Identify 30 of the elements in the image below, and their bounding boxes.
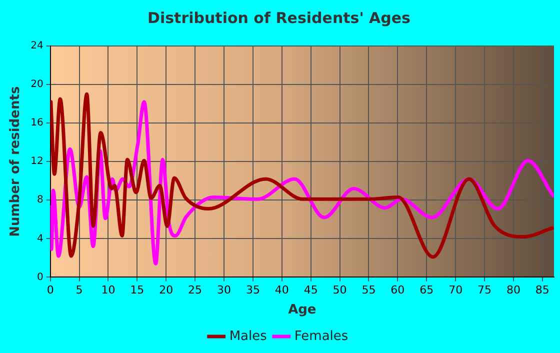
x-tick-label: 85 [535, 284, 550, 297]
chart-title: Distribution of Residents' Ages [148, 8, 411, 27]
y-axis-title: Number of residents [8, 86, 24, 237]
x-tick-label: 75 [478, 284, 492, 297]
y-tick-label: 0 [36, 272, 44, 283]
y-tick-label: 16 [30, 118, 44, 129]
x-tick-label: 50 [332, 284, 347, 297]
y-tick-label: 4 [36, 233, 44, 244]
x-tick-label: 30 [217, 284, 232, 297]
x-tick-label: 15 [130, 284, 144, 297]
x-axis-title: Age [288, 302, 316, 318]
x-tick-label: 0 [46, 284, 54, 297]
y-tick-label: 12 [30, 156, 44, 168]
x-tick-label: 35 [246, 284, 260, 297]
y-tick-label: 8 [36, 194, 44, 206]
y-tick-label: 20 [30, 79, 44, 90]
x-tick-label: 45 [304, 284, 318, 297]
x-tick-label: 55 [362, 284, 376, 297]
y-tick-label: 24 [30, 40, 44, 52]
x-tick-label: 20 [159, 284, 174, 297]
x-tick-label: 5 [76, 284, 83, 297]
legend-label: Males [229, 328, 268, 344]
x-tick-label: 70 [448, 284, 463, 297]
x-tick-label: 25 [188, 284, 202, 297]
x-tick-label: 40 [274, 284, 289, 297]
x-tick-label: 10 [101, 284, 116, 297]
x-tick-label: 60 [390, 284, 405, 297]
legend-label: Females [294, 328, 348, 344]
x-tick-label: 65 [420, 284, 434, 297]
x-tick-label: 80 [506, 284, 520, 297]
